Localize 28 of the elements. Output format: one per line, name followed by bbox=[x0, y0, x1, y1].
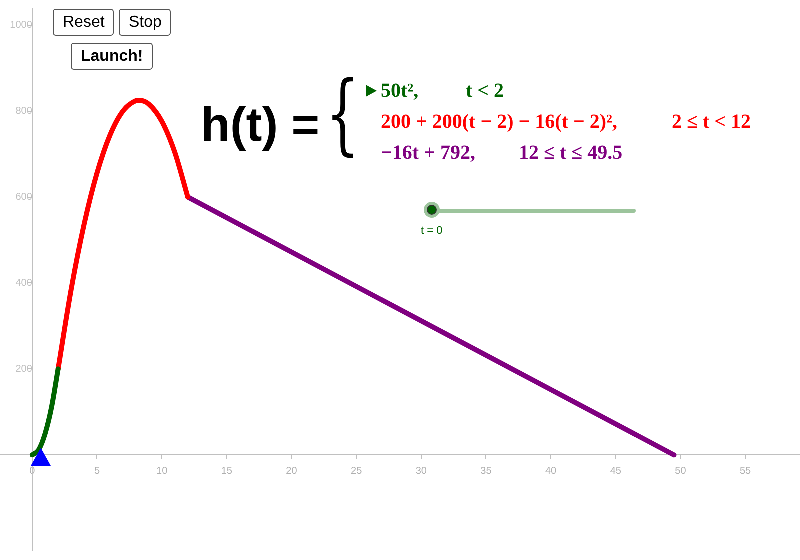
x-tick-label: 15 bbox=[221, 466, 233, 477]
x-tick-label: 5 bbox=[94, 466, 100, 477]
annotation: 2 ≤ t < 12 bbox=[672, 111, 752, 134]
x-tick-label: 55 bbox=[740, 466, 752, 477]
x-tick-label: 30 bbox=[416, 466, 428, 477]
x-tick-label: 40 bbox=[545, 466, 558, 477]
x-tick-label: 50 bbox=[675, 466, 687, 477]
x-tick-label: 20 bbox=[286, 466, 298, 477]
annotation: 12 ≤ t ≤ 49.5 bbox=[519, 142, 623, 165]
annotation: { bbox=[326, 62, 360, 165]
annotation: −16t + 792, bbox=[381, 142, 476, 165]
annotation: Reset bbox=[53, 9, 114, 36]
y-tick-label: 600 bbox=[16, 192, 33, 204]
annotation: t = 0 bbox=[421, 225, 443, 237]
annotation: t < 2 bbox=[466, 80, 504, 103]
y-tick-label: 200 bbox=[16, 364, 33, 375]
annotation: h(t) = bbox=[201, 98, 320, 153]
annotation: 200 + 200(t − 2) − 16(t − 2)², bbox=[381, 111, 618, 134]
annotation: Launch! bbox=[71, 43, 153, 70]
y-tick-label: 800 bbox=[16, 106, 33, 118]
y-tick-label: 400 bbox=[16, 278, 33, 289]
y-tick-label: 1000 bbox=[10, 20, 33, 32]
x-tick-label: 45 bbox=[610, 466, 622, 477]
x-tick-label: 25 bbox=[351, 466, 363, 477]
x-tick-label: 35 bbox=[480, 466, 492, 477]
annotation: Stop bbox=[119, 9, 171, 36]
x-tick-label: 10 bbox=[156, 466, 168, 477]
annotation: 50t², bbox=[381, 80, 419, 103]
